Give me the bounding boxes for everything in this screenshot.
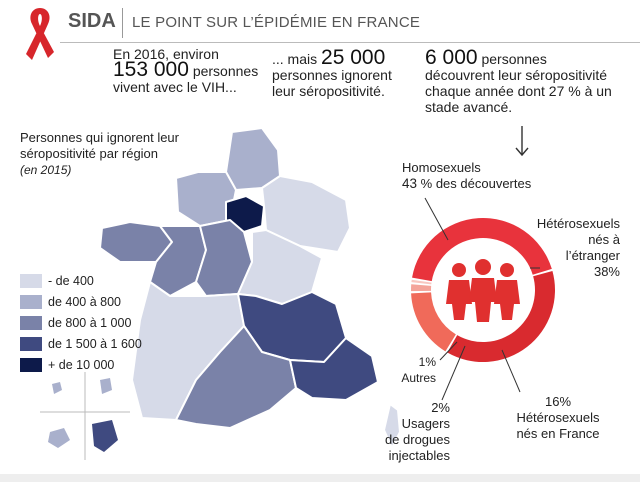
legend-item: de 800 à 1 000 bbox=[20, 312, 142, 333]
label-udi-l2: de drogues bbox=[384, 432, 450, 447]
red-ribbon-icon bbox=[26, 8, 54, 60]
label-autres-name: Autres bbox=[401, 371, 436, 385]
people-icon bbox=[446, 259, 520, 322]
region-guadeloupe bbox=[52, 382, 62, 394]
ring-segment-2 bbox=[411, 292, 456, 352]
label-hetero-fr-l2: nés en France bbox=[516, 426, 600, 441]
label-udi: 2% Usagers de drogues injectables bbox=[374, 400, 450, 464]
label-homosexuels: Homosexuels 43 % des découvertes bbox=[402, 160, 531, 192]
stat-living-pre: En 2016, environ bbox=[113, 46, 219, 62]
region-paca bbox=[289, 337, 379, 401]
label-hetero-etr-l1: Hétérosexuels bbox=[536, 216, 620, 231]
ring-segment-0 bbox=[412, 217, 552, 282]
legend-item: de 400 à 800 bbox=[20, 291, 142, 312]
label-hetero-etr-l3: l’étranger bbox=[565, 248, 620, 263]
label-hetero-france: 16% Hétérosexuels nés en France bbox=[498, 394, 618, 442]
legend-swatch bbox=[20, 357, 42, 372]
label-autres-pct: 1% bbox=[418, 355, 436, 369]
legend-label: + de 10 000 bbox=[48, 357, 115, 372]
region-reunion bbox=[48, 428, 70, 448]
stat-unaware-pre: ... mais bbox=[272, 51, 318, 67]
label-homo-name: Homosexuels bbox=[402, 160, 481, 175]
stat-living-with-hiv: En 2016, environ 153 000 personnes viven… bbox=[113, 46, 263, 95]
legend-item: + de 10 000 bbox=[20, 354, 142, 375]
region-grand-est bbox=[261, 175, 351, 253]
label-hetero-fr-l1: Hétérosexuels bbox=[516, 410, 600, 425]
label-homo-pct: 43 bbox=[402, 176, 418, 191]
stat-unaware: ... mais 25 000 personnes ignorent leur … bbox=[272, 47, 412, 99]
ring-segments bbox=[411, 217, 556, 363]
legend-swatch bbox=[20, 273, 42, 288]
map-year: (en 2015) bbox=[20, 163, 72, 177]
legend-item: - de 400 bbox=[20, 270, 142, 291]
region-corse bbox=[383, 403, 401, 449]
label-hetero-etranger: Hétérosexuels nés à l’étranger 38% bbox=[530, 216, 620, 280]
ring-segment-1 bbox=[447, 270, 556, 363]
header-rule bbox=[60, 42, 640, 43]
stat-discoveries-post2: découvrent leur séropositivité chaque an… bbox=[425, 67, 612, 115]
legend-item: de 1 500 à 1 600 bbox=[20, 333, 142, 354]
header-divider bbox=[122, 8, 123, 38]
stat-living-number: 153 000 bbox=[113, 58, 189, 81]
legend-label: de 800 à 1 000 bbox=[48, 315, 132, 330]
legend-label: de 1 500 à 1 600 bbox=[48, 336, 142, 351]
overseas-insets bbox=[40, 372, 130, 460]
label-udi-l3: injectables bbox=[388, 448, 450, 463]
stat-discoveries: 6 000 personnes découvrent leur séroposi… bbox=[425, 47, 625, 115]
stat-unaware-post: personnes ignorent leur séropositivité. bbox=[272, 67, 392, 99]
legend-label: - de 400 bbox=[48, 273, 94, 288]
header-tag: SIDA bbox=[68, 10, 116, 32]
leader-lines bbox=[424, 197, 540, 401]
stat-unaware-number: 25 000 bbox=[321, 46, 386, 69]
legend-swatch bbox=[20, 315, 42, 330]
label-homo-rest: % des découvertes bbox=[420, 176, 532, 191]
down-arrow-icon bbox=[515, 126, 529, 157]
label-hetero-etr-l2: nés à bbox=[588, 232, 620, 247]
footer-strip bbox=[0, 474, 640, 482]
ring-segment-3 bbox=[411, 284, 432, 292]
region-guyane bbox=[92, 420, 118, 452]
stat-living-post: personnes vivent avec le VIH... bbox=[113, 63, 259, 95]
label-udi-l1: Usagers bbox=[401, 416, 450, 431]
legend-swatch bbox=[20, 336, 42, 351]
label-hetero-etr-pct: 38% bbox=[593, 264, 620, 279]
header: SIDA LE POINT SUR L’ÉPIDÉMIE EN FRANCE bbox=[0, 0, 640, 60]
stat-discoveries-number: 6 000 bbox=[425, 46, 478, 69]
ring-segment-4 bbox=[411, 279, 432, 285]
label-udi-pct: 2% bbox=[431, 400, 450, 415]
stat-discoveries-post1: personnes bbox=[481, 51, 547, 67]
map-title-text: Personnes qui ignorent leur séropositivi… bbox=[20, 130, 179, 161]
page-title: LE POINT SUR L’ÉPIDÉMIE EN FRANCE bbox=[132, 14, 421, 31]
map-title: Personnes qui ignorent leur séropositivi… bbox=[20, 130, 180, 178]
legend-swatch bbox=[20, 294, 42, 309]
label-autres: 1% Autres bbox=[396, 354, 436, 386]
label-hetero-fr-pct: 16% bbox=[544, 394, 572, 409]
map-legend: - de 400 de 400 à 800 de 800 à 1 000 de … bbox=[20, 270, 142, 375]
legend-label: de 400 à 800 bbox=[48, 294, 121, 309]
region-martinique bbox=[100, 378, 112, 394]
